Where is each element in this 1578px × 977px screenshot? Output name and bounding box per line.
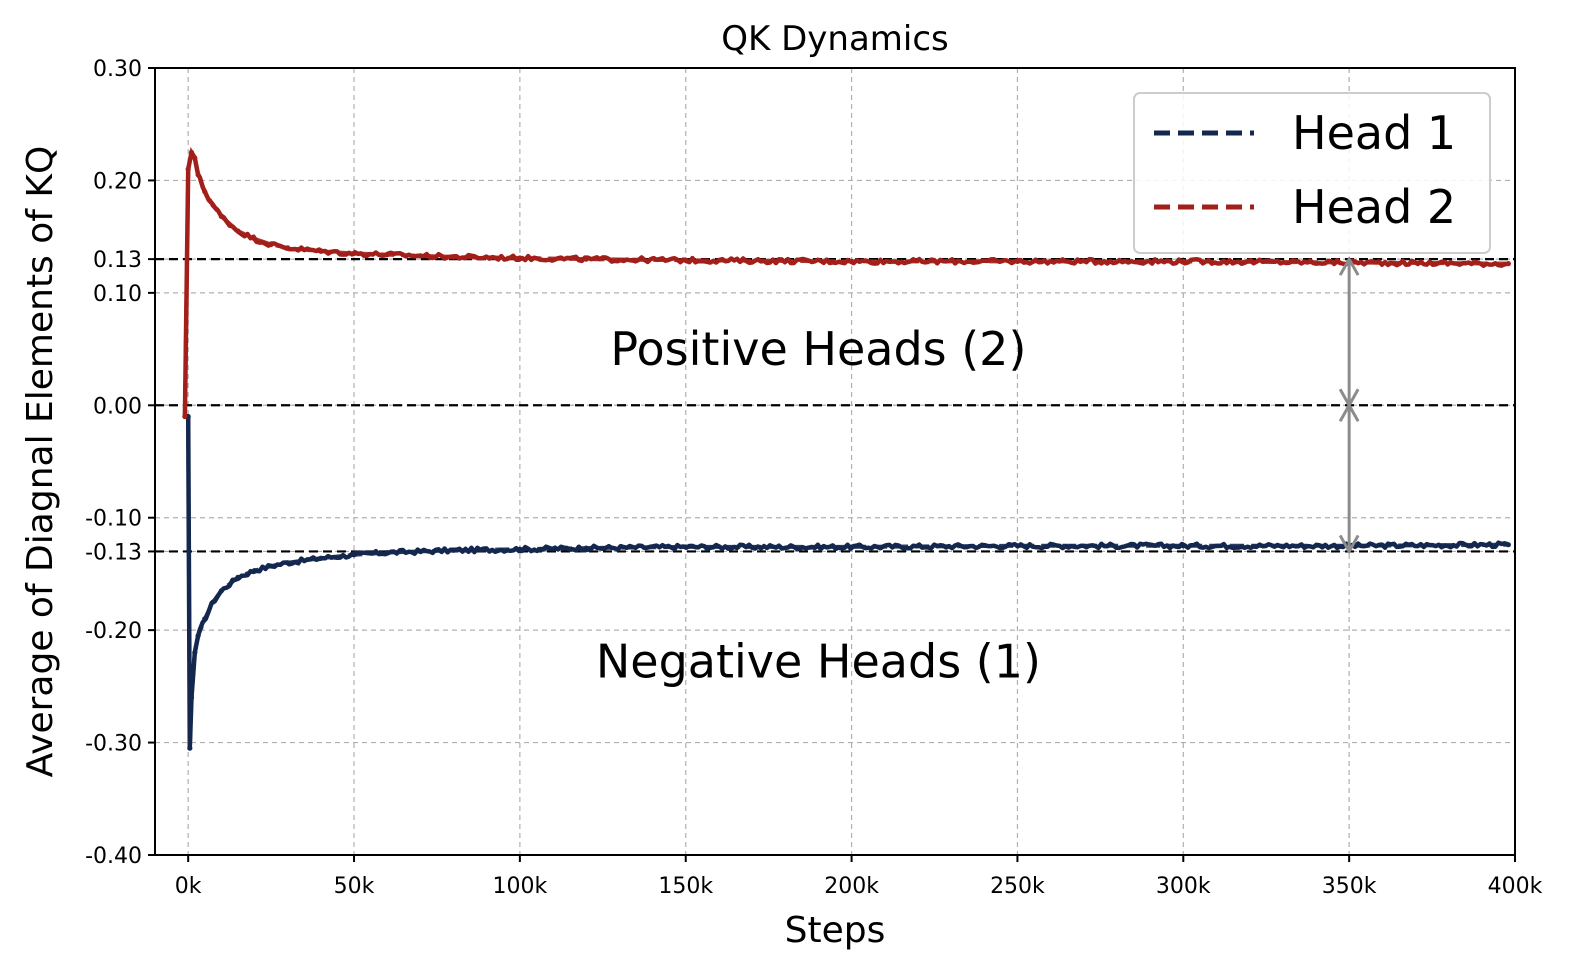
x-tick-label: 300k bbox=[1156, 874, 1211, 899]
annotations: Positive Heads (2) Negative Heads (1) bbox=[596, 322, 1041, 689]
data-point-head-1 bbox=[235, 574, 241, 580]
annotation-label: Positive Heads (2) bbox=[610, 322, 1026, 376]
data-point-head-2 bbox=[268, 241, 274, 248]
data-point-head-1 bbox=[450, 547, 457, 553]
data-point-head-1 bbox=[517, 546, 523, 552]
legend-box bbox=[1133, 92, 1491, 254]
data-point-head-1 bbox=[1014, 543, 1021, 549]
data-point-head-2 bbox=[450, 254, 457, 260]
x-tick-label: 100k bbox=[493, 874, 548, 899]
y-tick-label: 0.30 bbox=[93, 57, 142, 82]
x-tick-label: 50k bbox=[334, 874, 375, 899]
annotation-label: Negative Heads (1) bbox=[596, 635, 1041, 689]
data-point-head-2 bbox=[583, 256, 589, 262]
plot-area-frame bbox=[154, 67, 1516, 856]
data-point-head-1 bbox=[351, 552, 357, 558]
series-layer bbox=[182, 146, 1511, 751]
data-point-head-2 bbox=[351, 250, 357, 257]
data-point-head-2 bbox=[251, 236, 258, 242]
y-tick-label: -0.13 bbox=[85, 540, 142, 565]
data-point-head-2 bbox=[182, 413, 188, 420]
data-point-head-2 bbox=[210, 202, 216, 208]
data-point-head-2 bbox=[417, 253, 423, 259]
x-tick-label: 250k bbox=[990, 874, 1045, 899]
data-point-head-2 bbox=[517, 255, 523, 261]
data-point-head-2 bbox=[192, 155, 198, 161]
data-point-head-2 bbox=[318, 248, 324, 254]
data-point-head-2 bbox=[1180, 258, 1186, 264]
data-point-head-1 bbox=[417, 548, 423, 555]
data-point-head-2 bbox=[285, 245, 291, 251]
data-point-head-2 bbox=[218, 213, 224, 220]
data-point-head-2 bbox=[384, 252, 390, 258]
arrow-head bbox=[1338, 256, 1360, 276]
series-dashed-head-1 bbox=[186, 416, 1509, 749]
legend-label-head-2: Head 2 bbox=[1292, 180, 1456, 234]
chart-title: QK Dynamics bbox=[721, 19, 949, 59]
x-tick-label: 400k bbox=[1488, 874, 1543, 899]
data-point-head-1 bbox=[384, 549, 390, 556]
y-axis-title: Average of Diagnal Elements of KQ bbox=[20, 146, 61, 778]
x-tick-label: 0k bbox=[175, 874, 202, 899]
y-tick-label: -0.30 bbox=[85, 732, 142, 757]
data-point-head-2 bbox=[1014, 258, 1021, 264]
series-line-head-1 bbox=[185, 416, 1509, 751]
y-tick-label: 0.00 bbox=[93, 394, 142, 419]
data-point-head-2 bbox=[235, 228, 241, 234]
x-tick-label: 150k bbox=[658, 874, 713, 899]
data-point-head-1 bbox=[251, 567, 258, 574]
data-point-head-2 bbox=[202, 189, 208, 195]
data-point-head-1 bbox=[195, 633, 201, 639]
legend-label-head-1: Head 1 bbox=[1292, 106, 1456, 160]
arrow-layer bbox=[1338, 256, 1360, 555]
data-point-head-1 bbox=[192, 650, 198, 656]
data-point-head-1 bbox=[218, 588, 224, 594]
data-point-head-1 bbox=[210, 599, 216, 605]
data-point-head-2 bbox=[1505, 261, 1511, 267]
data-point-head-1 bbox=[268, 563, 274, 569]
data-point-head-1 bbox=[848, 544, 855, 550]
arrow-head bbox=[1338, 534, 1360, 555]
y-axis-ticks: 0.30 0.20 0.13 0.10 0.00 -0.10 -0.13 -0.20 -0.30… bbox=[85, 57, 155, 869]
y-tick-label: 0.20 bbox=[93, 169, 142, 194]
reference-lines bbox=[155, 258, 1515, 553]
legend: Head 1 Head 2 bbox=[1133, 92, 1491, 254]
data-point-head-1 bbox=[187, 745, 193, 751]
x-tick-label: 200k bbox=[824, 874, 879, 899]
y-tick-label: 0.13 bbox=[93, 248, 142, 273]
data-point-head-2 bbox=[195, 172, 201, 178]
x-axis-ticks: 0k 50k 100k 150k 200k 250k 300k 350k 400k bbox=[175, 855, 1543, 899]
data-point-head-2 bbox=[188, 149, 195, 155]
data-point-head-1 bbox=[318, 555, 324, 561]
x-tick-label: 350k bbox=[1322, 874, 1377, 899]
data-point-head-1 bbox=[583, 545, 589, 551]
y-tick-label: -0.20 bbox=[85, 619, 142, 644]
y-tick-label: 0.10 bbox=[93, 282, 142, 307]
data-point-head-1 bbox=[188, 695, 195, 701]
data-point-head-2 bbox=[848, 258, 855, 264]
data-point-head-1 bbox=[285, 560, 291, 566]
y-tick-label: -0.40 bbox=[85, 844, 142, 869]
arrow-head bbox=[1338, 402, 1360, 423]
data-point-head-2 bbox=[185, 166, 191, 172]
data-point-head-1 bbox=[683, 544, 689, 550]
x-axis-title: Steps bbox=[785, 910, 886, 951]
data-point-head-1 bbox=[1180, 543, 1186, 549]
data-point-head-1 bbox=[1505, 542, 1511, 548]
y-tick-label: -0.10 bbox=[85, 507, 142, 532]
data-point-head-2 bbox=[683, 257, 689, 263]
data-point-head-1 bbox=[202, 616, 208, 622]
